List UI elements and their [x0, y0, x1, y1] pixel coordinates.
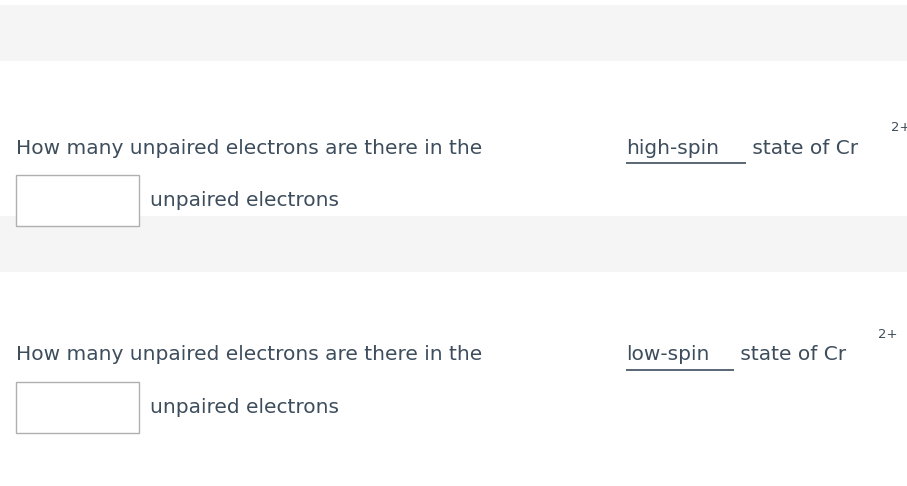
Bar [0, 216, 907, 272]
FancyBboxPatch shape [16, 382, 139, 433]
Text: How many unpaired electrons are there in the: How many unpaired electrons are there in… [16, 139, 489, 158]
Text: 2+: 2+ [878, 328, 898, 341]
Text: state of Cr: state of Cr [746, 139, 858, 158]
FancyBboxPatch shape [16, 175, 139, 226]
Text: high-spin: high-spin [626, 139, 719, 158]
Text: How many unpaired electrons are there in the: How many unpaired electrons are there in… [16, 345, 489, 364]
Text: state of Cr: state of Cr [734, 345, 846, 364]
Text: in an tetrahedral field?: in an tetrahedral field? [903, 345, 907, 364]
Bar [0, 5, 907, 61]
Text: 2+: 2+ [891, 122, 907, 134]
Text: unpaired electrons: unpaired electrons [150, 398, 338, 417]
Text: low-spin: low-spin [626, 345, 709, 364]
Text: unpaired electrons: unpaired electrons [150, 191, 338, 210]
